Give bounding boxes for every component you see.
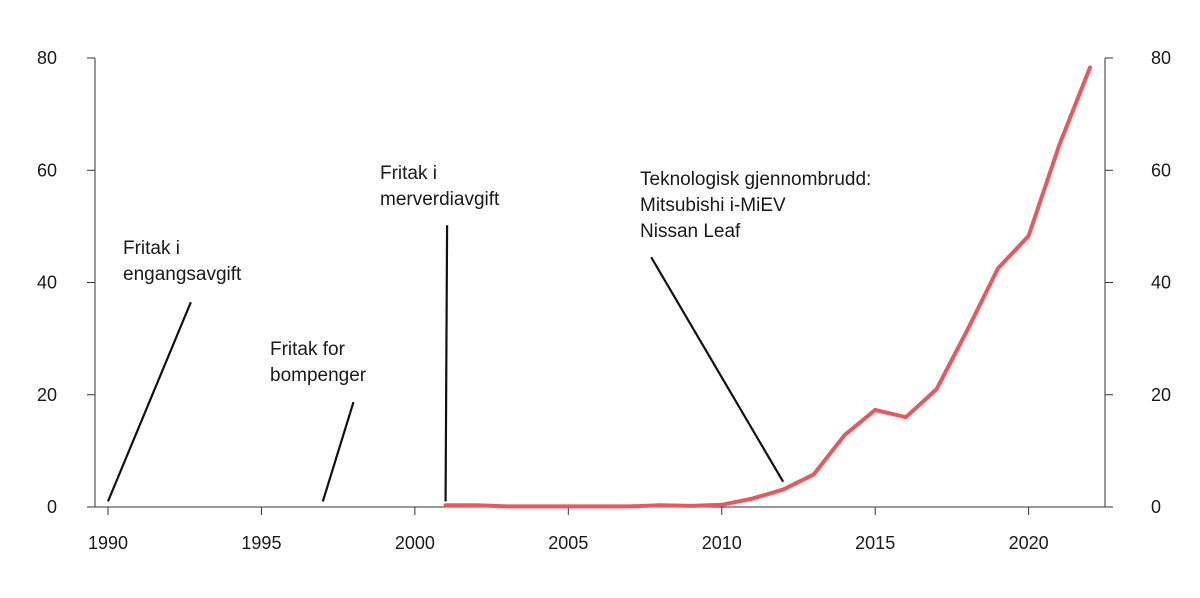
series-point — [628, 504, 632, 508]
y-tick-label-left: 80 — [37, 48, 57, 68]
annotation-text: Fritak i merverdiavgift — [380, 163, 500, 210]
series-point — [750, 497, 755, 501]
y-tick-label-right: 60 — [1151, 160, 1171, 180]
series-layer — [443, 65, 1092, 509]
series-point — [536, 504, 540, 508]
annotation-text: Fritak i engangsavgift — [123, 238, 242, 285]
y-tick-label-left: 60 — [37, 160, 57, 180]
y-tick-label-right: 40 — [1151, 273, 1171, 293]
x-tick-label: 2005 — [548, 533, 588, 553]
series-point — [904, 415, 908, 419]
annotation-line: Nissan Leaf — [640, 221, 741, 242]
annotation-text: Teknologisk gjennombrudd: Mitsubishi i-Mi… — [640, 169, 871, 242]
x-tick-label: 2000 — [395, 533, 435, 553]
series-point — [996, 266, 1000, 271]
y-tick-label-left: 40 — [37, 273, 57, 293]
series-point — [781, 488, 785, 492]
annotation-pointer-line — [321, 401, 355, 502]
annotation-line: Fritak i — [123, 238, 180, 259]
series-point — [935, 387, 939, 391]
tick-layer: 0 20 40 60 80 0 20 40 60 80 1990 1995 2000 2005 2010 20… — [37, 48, 1171, 553]
y-tick-label-right: 0 — [1151, 497, 1161, 517]
y-tick-label-left: 20 — [37, 385, 57, 405]
annotation-pointer-line — [650, 256, 785, 483]
series-point — [965, 328, 969, 332]
annotation-layer: Fritak i engangsavgift Fritak for bompenger… — [106, 163, 871, 502]
annotation-line: Fritak i — [380, 163, 437, 184]
series-point — [873, 408, 877, 412]
annotation-pointer-line — [106, 301, 192, 502]
annotation-line: Teknologisk gjennombrudd: — [640, 169, 871, 190]
x-tick-label: 2010 — [702, 533, 742, 553]
series-point — [444, 503, 448, 507]
series-line — [443, 65, 1092, 509]
series-point — [505, 504, 509, 508]
x-tick-label: 1990 — [88, 533, 128, 553]
x-tick-label: 2020 — [1009, 533, 1049, 553]
annotation-line: merverdiavgift — [380, 189, 500, 210]
annotation-line: Fritak for — [270, 339, 346, 360]
series-point — [566, 504, 570, 508]
series-point — [842, 433, 847, 437]
series-point — [812, 472, 816, 476]
annotation-line: engangsavgift — [123, 264, 242, 285]
y-tick-label-left: 0 — [47, 497, 57, 517]
annotation-line: bompenger — [270, 365, 367, 386]
series-point — [1027, 234, 1031, 238]
y-tick-label-right: 20 — [1151, 385, 1171, 405]
series-point — [597, 504, 601, 508]
series-point — [720, 503, 724, 507]
series-point — [474, 503, 478, 507]
series-point — [1088, 65, 1092, 70]
series-point — [689, 504, 693, 508]
series-point — [658, 503, 663, 507]
x-tick-label: 1995 — [241, 533, 281, 553]
annotation-text: Fritak for bompenger — [270, 339, 367, 386]
series-point — [1057, 143, 1061, 147]
annotation-pointer-line — [444, 225, 449, 502]
x-tick-label: 2015 — [855, 533, 895, 553]
annotation-line: Mitsubishi i-MiEV — [640, 195, 786, 216]
y-tick-label-right: 80 — [1151, 48, 1171, 68]
